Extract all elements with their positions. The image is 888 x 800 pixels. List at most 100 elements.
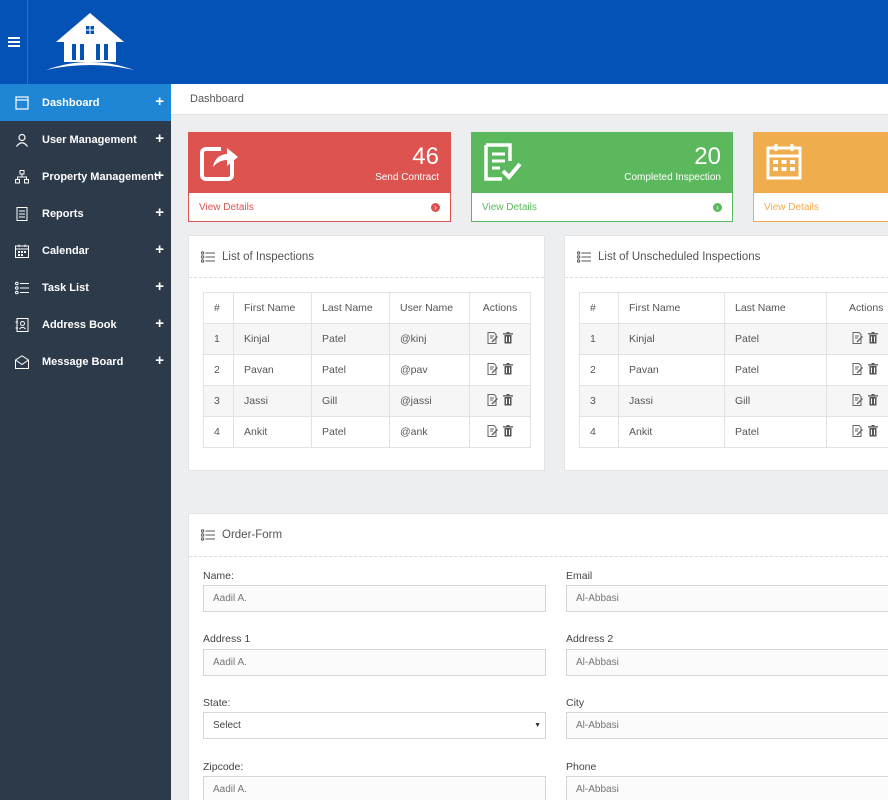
- expand-icon[interactable]: +: [155, 167, 164, 184]
- view-details-link[interactable]: View Details: [754, 193, 888, 221]
- calendar-icon: [764, 141, 806, 186]
- table-row: 1 Kinjal Patel @kinj: [203, 323, 531, 355]
- row-index: 2: [203, 354, 234, 386]
- hamburger-icon: [7, 37, 20, 47]
- sidebar-item-reports[interactable]: Reports +: [0, 195, 171, 232]
- stat-card-header: [754, 133, 888, 193]
- table-row: 3 Jassi Gill: [579, 385, 888, 417]
- expand-icon[interactable]: +: [155, 130, 164, 147]
- column-header: Actions: [826, 292, 888, 324]
- table-header-row: # First Name Last Name User Name Actions: [203, 292, 531, 324]
- edit-icon[interactable]: [487, 331, 498, 344]
- list-icon: [14, 280, 30, 296]
- phone-field[interactable]: [566, 776, 888, 800]
- column-header: First Name: [233, 292, 312, 324]
- house-logo-icon[interactable]: [42, 10, 138, 74]
- expand-icon[interactable]: +: [155, 204, 164, 221]
- trash-icon[interactable]: [868, 362, 878, 375]
- row-actions: [469, 385, 531, 417]
- zipcode-field[interactable]: [203, 776, 546, 800]
- email-field[interactable]: [566, 585, 888, 612]
- expand-icon[interactable]: +: [155, 278, 164, 295]
- row-index: 2: [579, 354, 619, 386]
- edit-icon[interactable]: [852, 362, 863, 375]
- menu-toggle-button[interactable]: [0, 0, 28, 84]
- row-actions: [469, 323, 531, 355]
- address2-field[interactable]: [566, 649, 888, 676]
- sidebar: Dashboard + User Management + Property M…: [0, 84, 171, 800]
- column-header: #: [203, 292, 234, 324]
- view-details-link[interactable]: View Details ›: [472, 193, 732, 221]
- unscheduled-inspections-table: # First Name Last Name Actions 1 Kinjal …: [579, 292, 888, 448]
- column-header: Last Name: [724, 292, 827, 324]
- first-name: Kinjal: [618, 323, 725, 355]
- trash-icon[interactable]: [868, 331, 878, 344]
- trash-icon[interactable]: [503, 424, 513, 437]
- trash-icon[interactable]: [503, 362, 513, 375]
- state-select[interactable]: Select ▼: [203, 712, 546, 739]
- row-actions: [469, 354, 531, 386]
- calendar-icon: [14, 243, 30, 259]
- sidebar-item-task-list[interactable]: Task List +: [0, 269, 171, 306]
- sidebar-item-address-book[interactable]: Address Book +: [0, 306, 171, 343]
- first-name: Pavan: [233, 354, 312, 386]
- top-bar: [0, 0, 888, 84]
- city-field[interactable]: [566, 712, 888, 739]
- sidebar-item-label: Property Management: [42, 170, 158, 183]
- list-icon: [201, 250, 215, 263]
- expand-icon[interactable]: +: [155, 315, 164, 332]
- state-label: State:: [203, 697, 231, 709]
- edit-icon[interactable]: [487, 393, 498, 406]
- table-row: 4 Ankit Patel: [579, 416, 888, 448]
- trash-icon[interactable]: [868, 424, 878, 437]
- trash-icon[interactable]: [868, 393, 878, 406]
- sidebar-item-calendar[interactable]: Calendar +: [0, 232, 171, 269]
- inspections-table: # First Name Last Name User Name Actions…: [203, 292, 531, 448]
- edit-icon[interactable]: [487, 424, 498, 437]
- email-label: Email: [566, 570, 593, 582]
- expand-icon[interactable]: +: [155, 352, 164, 369]
- first-name: Jassi: [233, 385, 312, 417]
- sidebar-item-dashboard[interactable]: Dashboard +: [0, 84, 171, 121]
- inspections-panel: List of Inspections # First Name Last Na…: [188, 235, 545, 471]
- sidebar-item-property-management[interactable]: Property Management +: [0, 158, 171, 195]
- edit-icon[interactable]: [852, 393, 863, 406]
- expand-icon[interactable]: +: [155, 93, 164, 110]
- table-row: 2 Pavan Patel @pav: [203, 354, 531, 386]
- trash-icon[interactable]: [503, 331, 513, 344]
- sidebar-item-message-board[interactable]: Message Board +: [0, 343, 171, 380]
- panel-title: List of Inspections: [222, 250, 315, 263]
- panel-header: List of Inspections: [189, 236, 544, 278]
- address2-label: Address 2: [566, 633, 614, 645]
- order-form-panel: Order-Form Name: Email Address 1 Address…: [188, 513, 888, 800]
- address-book-icon: [14, 317, 30, 333]
- row-index: 1: [203, 323, 234, 355]
- last-name: Patel: [311, 416, 390, 448]
- column-header: #: [579, 292, 619, 324]
- arrow-right-icon: ›: [431, 202, 440, 212]
- user-name: @kinj: [389, 323, 470, 355]
- edit-icon[interactable]: [487, 362, 498, 375]
- sidebar-item-user-management[interactable]: User Management +: [0, 121, 171, 158]
- user-name: @ank: [389, 416, 470, 448]
- stat-card-header: 46 Send Contract: [189, 133, 450, 193]
- row-actions: [826, 385, 888, 417]
- view-details-link[interactable]: View Details ›: [189, 193, 450, 221]
- name-field[interactable]: [203, 585, 546, 612]
- list-icon: [201, 529, 215, 541]
- row-index: 3: [579, 385, 619, 417]
- address1-field[interactable]: [203, 649, 546, 676]
- row-index: 4: [203, 416, 234, 448]
- view-details-label: View Details: [482, 201, 537, 213]
- expand-icon[interactable]: +: [155, 241, 164, 258]
- stat-card-header: 20 Completed Inspection: [472, 133, 732, 193]
- edit-icon[interactable]: [852, 331, 863, 344]
- city-label: City: [566, 697, 585, 709]
- trash-icon[interactable]: [503, 393, 513, 406]
- arrow-right-icon: ›: [713, 202, 722, 212]
- edit-icon[interactable]: [852, 424, 863, 437]
- sidebar-item-label: Task List: [42, 281, 89, 294]
- user-icon: [14, 132, 30, 148]
- stat-label: Send Contract: [375, 172, 439, 183]
- stat-card-completed-inspection: 20 Completed Inspection View Details ›: [471, 132, 733, 222]
